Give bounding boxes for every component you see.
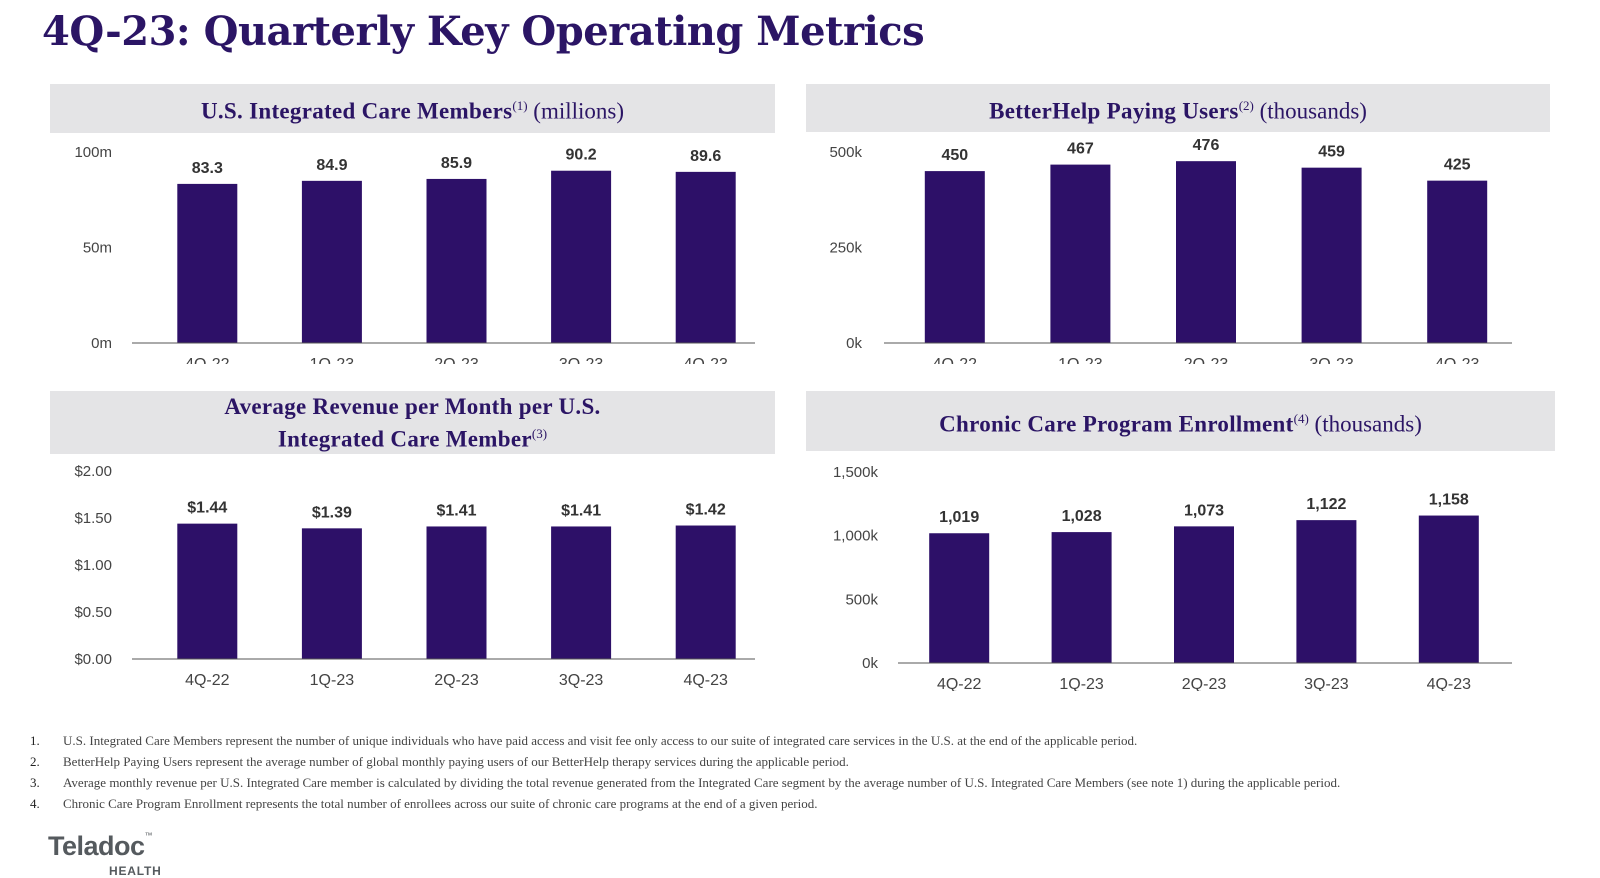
footnote: 3. Average monthly revenue per U.S. Integ… (30, 774, 1341, 790)
data-label: 83.3 (192, 160, 223, 177)
data-label: 84.9 (316, 157, 347, 174)
bar-2q-23 (426, 178, 487, 343)
bar-3q-23 (551, 170, 612, 343)
y-tick-label: $1.50 (74, 510, 112, 527)
data-label: $1.41 (436, 502, 476, 519)
y-tick-label: 50m (83, 240, 112, 257)
y-tick-label: $2.00 (74, 463, 112, 480)
x-tick-label: 1Q-23 (1059, 676, 1104, 691)
chart-panel-chronic-care-enrollment: Chronic Care Program Enrollment(4) (thou… (806, 391, 1555, 691)
bar-1q-23 (301, 180, 362, 343)
bar-1q-23 (301, 528, 362, 659)
x-tick-label: 4Q-23 (1435, 356, 1480, 364)
bar-3q-23 (1301, 167, 1362, 343)
x-tick-label: 1Q-23 (310, 356, 355, 364)
bar-2q-23 (1176, 161, 1236, 343)
data-label: 450 (941, 147, 968, 164)
footnote: 1. U.S. Integrated Care Members represent… (30, 732, 1138, 748)
chart-title: U.S. Integrated Care Members(1) (million… (200, 98, 625, 124)
y-tick-label: 250k (829, 240, 862, 257)
x-tick-label: 4Q-22 (185, 672, 230, 689)
chart-panel-header: U.S. Integrated Care Members(1) (million… (50, 84, 775, 133)
y-tick-label: $0.00 (74, 651, 112, 668)
bar-3q-23 (551, 526, 612, 659)
x-tick-label: 3Q-23 (1309, 356, 1354, 364)
y-tick-label: 500k (829, 144, 862, 161)
bar-2q-23 (426, 526, 487, 659)
chart-panel-header: Average Revenue per Month per U.S. Integr… (50, 391, 775, 454)
data-label: 89.6 (690, 148, 721, 165)
bar-4q-22 (177, 523, 238, 659)
x-tick-label: 4Q-22 (185, 356, 230, 364)
x-tick-label: 4Q-22 (937, 676, 982, 691)
data-label: 1,158 (1429, 492, 1469, 509)
bar-4q-22 (929, 533, 990, 663)
x-tick-label: 4Q-22 (933, 356, 978, 364)
chart-title: Average Revenue per Month per U.S. Integr… (224, 393, 601, 452)
x-tick-label: 2Q-23 (1182, 676, 1227, 691)
chart-panel-integrated-care-members: U.S. Integrated Care Members(1) (million… (50, 84, 775, 364)
data-label: 1,073 (1184, 502, 1224, 519)
bar-2q-23 (1174, 526, 1234, 663)
bar-1q-23 (1050, 164, 1111, 343)
bar-3q-23 (1296, 520, 1357, 663)
bar-4q-22 (924, 171, 985, 343)
data-label: $1.42 (686, 502, 726, 519)
y-tick-label: 1,500k (833, 464, 879, 481)
x-tick-label: 3Q-23 (559, 672, 604, 689)
x-tick-label: 1Q-23 (310, 672, 355, 689)
data-label: 476 (1193, 137, 1220, 154)
data-label: 85.9 (441, 155, 472, 172)
chart-panel-average-revenue-per-member: Average Revenue per Month per U.S. Integr… (50, 391, 775, 691)
data-label: 425 (1444, 157, 1471, 174)
data-label: 459 (1318, 144, 1345, 161)
chart-title: BetterHelp Paying Users(2) (thousands) (989, 97, 1367, 124)
x-tick-label: 2Q-23 (434, 672, 479, 689)
x-tick-label: 2Q-23 (1184, 356, 1229, 364)
bar-4q-22 (177, 183, 238, 343)
chart-panel-header: BetterHelp Paying Users(2) (thousands) (806, 84, 1550, 132)
data-label: 467 (1067, 141, 1094, 158)
chart-panel-header: Chronic Care Program Enrollment(4) (thou… (806, 391, 1555, 451)
x-tick-label: 3Q-23 (1304, 676, 1349, 691)
data-label: 1,019 (939, 509, 979, 526)
bar-chart-integrated-care-members: 0m 50m 100m 83.3 4Q-22 84.9 1Q-23 85.9 2Q-23 90.2… (74, 144, 755, 364)
bar-4q-23 (1418, 515, 1479, 663)
data-label: 1,122 (1306, 496, 1346, 513)
x-tick-label: 4Q-23 (1427, 676, 1472, 691)
data-label: 1,028 (1062, 508, 1102, 525)
x-tick-label: 4Q-23 (683, 672, 728, 689)
chart-title: Chronic Care Program Enrollment(4) (thou… (939, 410, 1422, 437)
bar-1q-23 (1051, 532, 1112, 663)
y-tick-label: 0m (91, 335, 112, 352)
footnote: 2. BetterHelp Paying Users represent the … (30, 753, 849, 769)
y-tick-label: 500k (845, 591, 878, 608)
data-label: $1.41 (561, 502, 601, 519)
y-tick-label: $0.50 (74, 604, 112, 621)
x-tick-label: 2Q-23 (434, 356, 479, 364)
bar-chart-betterhelp-paying-users: 0k 250k 500k 450 4Q-22 467 1Q-23 476 2Q-23 459 3Q-… (829, 137, 1512, 364)
teladoc-health-logo: Teladoc™ HEALTH (48, 831, 162, 878)
y-tick-label: 0k (862, 655, 878, 672)
data-label: $1.39 (312, 504, 352, 521)
footnote: 4. Chronic Care Program Enrollment repres… (30, 795, 818, 811)
data-label: $1.44 (187, 500, 227, 517)
y-tick-label: 1,000k (833, 528, 879, 545)
bar-4q-23 (675, 171, 736, 343)
y-tick-label: $1.00 (74, 557, 112, 574)
bar-chart-average-revenue-per-member: $0.00 $0.50 $1.00 $1.50 $2.00 $1.44 4Q-22 $1.39… (74, 463, 755, 689)
bar-4q-23 (675, 525, 736, 659)
bar-chart-chronic-care-enrollment: 0k 500k 1,000k 1,500k 1,019 4Q-22 1,028 1Q-23 1,… (833, 464, 1512, 691)
chart-panel-betterhelp-paying-users: BetterHelp Paying Users(2) (thousands) 0… (806, 84, 1550, 364)
x-tick-label: 3Q-23 (559, 356, 604, 364)
x-tick-label: 1Q-23 (1058, 356, 1103, 364)
data-label: 90.2 (566, 147, 597, 164)
bar-4q-23 (1427, 180, 1488, 343)
y-tick-label: 100m (74, 144, 112, 161)
y-tick-label: 0k (846, 335, 862, 352)
x-tick-label: 4Q-23 (683, 356, 728, 364)
footnotes: 1. U.S. Integrated Care Members represent… (30, 730, 1590, 814)
page-title: 4Q-23: Quarterly Key Operating Metrics (42, 8, 925, 55)
